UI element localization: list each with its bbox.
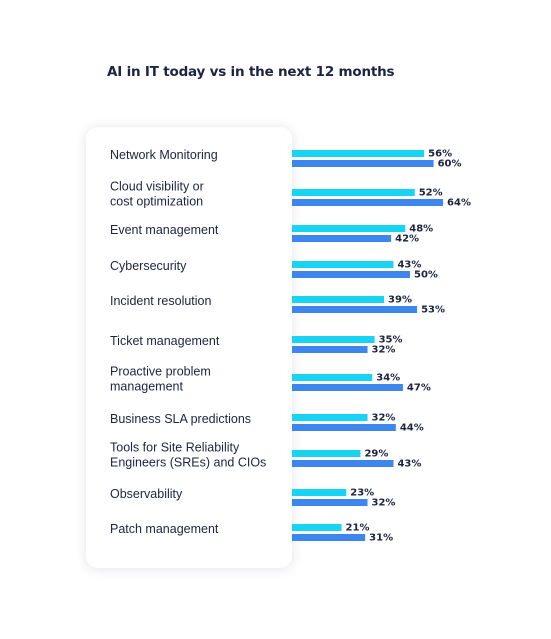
bar-series-1 bbox=[292, 524, 342, 531]
data-label: 53% bbox=[421, 305, 445, 316]
bar-series-1 bbox=[292, 414, 368, 421]
data-label: 32% bbox=[372, 498, 396, 509]
data-label: 44% bbox=[400, 423, 424, 434]
bar-series-1 bbox=[292, 189, 415, 196]
data-label: 29% bbox=[364, 449, 388, 460]
bar-series-2 bbox=[292, 235, 392, 242]
data-label: 43% bbox=[397, 260, 421, 271]
bar-series-1 bbox=[292, 150, 425, 157]
bar-series-1 bbox=[292, 296, 385, 303]
bar-series-2 bbox=[292, 384, 403, 391]
bar-series-1 bbox=[292, 489, 347, 496]
data-label: 39% bbox=[388, 295, 412, 306]
category-label: Network Monitoring bbox=[110, 147, 218, 162]
data-label: 52% bbox=[419, 188, 443, 199]
category-label: Proactive problem management bbox=[110, 364, 211, 394]
data-label: 64% bbox=[447, 198, 471, 209]
data-label: 43% bbox=[397, 459, 421, 470]
data-label: 56% bbox=[428, 149, 452, 160]
bar-series-2 bbox=[292, 271, 410, 278]
data-label: 32% bbox=[372, 345, 396, 356]
category-label: Cloud visibility or cost optimization bbox=[110, 179, 204, 209]
category-label: Tools for Site Reliability Engineers (SR… bbox=[110, 440, 267, 470]
data-label: 31% bbox=[369, 533, 393, 544]
bar-series-1 bbox=[292, 450, 361, 457]
category-label: Incident resolution bbox=[110, 293, 212, 308]
data-label: 60% bbox=[438, 159, 462, 170]
data-label: 34% bbox=[376, 373, 400, 384]
data-label: 23% bbox=[350, 488, 374, 499]
category-label: Patch management bbox=[110, 521, 219, 536]
bar-series-2 bbox=[292, 460, 394, 467]
bar-series-1 bbox=[292, 261, 394, 268]
bar-series-1 bbox=[292, 374, 373, 381]
category-label: Event management bbox=[110, 222, 219, 237]
bar-series-2 bbox=[292, 424, 396, 431]
data-label: 21% bbox=[346, 523, 370, 534]
bar-series-2 bbox=[292, 534, 366, 541]
data-label: 35% bbox=[379, 335, 403, 346]
bar-series-1 bbox=[292, 225, 406, 232]
bar-series-2 bbox=[292, 306, 418, 313]
bar-series-1 bbox=[292, 336, 375, 343]
category-label: Ticket management bbox=[110, 333, 220, 348]
data-label: 42% bbox=[395, 234, 419, 245]
chart-title: AI in IT today vs in the next 12 months bbox=[107, 64, 395, 80]
category-label-card bbox=[86, 127, 292, 568]
data-label: 32% bbox=[372, 413, 396, 424]
bar-series-2 bbox=[292, 346, 368, 353]
bar-series-2 bbox=[292, 199, 444, 206]
category-label: Business SLA predictions bbox=[110, 411, 252, 426]
category-label: Cybersecurity bbox=[110, 258, 187, 273]
category-label: Observability bbox=[110, 486, 183, 501]
data-label: 47% bbox=[407, 383, 431, 394]
bar-series-2 bbox=[292, 160, 434, 167]
data-label: 50% bbox=[414, 270, 438, 281]
data-label: 48% bbox=[409, 224, 433, 235]
bar-series-2 bbox=[292, 499, 368, 506]
